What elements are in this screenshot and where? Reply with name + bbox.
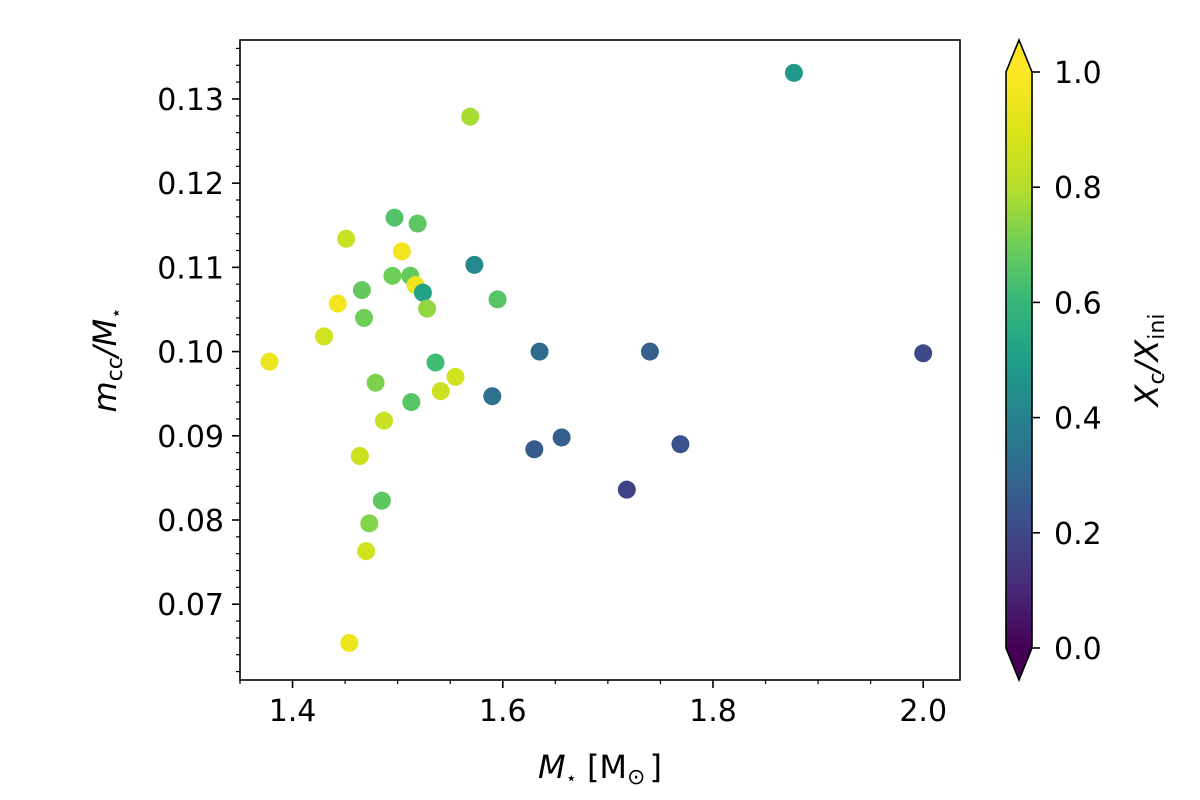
- plot-area: [239, 39, 961, 681]
- data-point: [408, 214, 427, 233]
- colorbar-tick-label: 0.0: [1054, 632, 1102, 667]
- data-point: [260, 352, 279, 371]
- data-point: [488, 290, 507, 309]
- data-point: [360, 514, 379, 533]
- data-point: [446, 367, 465, 386]
- data-point: [355, 308, 374, 327]
- data-points: [260, 63, 933, 652]
- colorbar-ticks: 0.0 0.2 0.4 0.6 0.8 1.0: [1032, 56, 1102, 667]
- colorbar-extend-top: [1006, 40, 1032, 72]
- data-point: [385, 208, 404, 227]
- colorbar-tick-label: 0.2: [1054, 517, 1102, 552]
- data-point: [431, 382, 450, 401]
- x-tick-label: 2.0: [899, 694, 947, 729]
- data-point: [375, 411, 393, 430]
- colorbar-tick-label: 1.0: [1054, 56, 1102, 91]
- y-axis-label: mcc/M⋆: [86, 307, 128, 412]
- colorbar-label: Xc/Xini: [1128, 314, 1170, 409]
- data-point: [372, 491, 391, 510]
- data-point: [357, 542, 376, 561]
- colorbar-extend-bottom: [1006, 648, 1032, 680]
- x-tick-label: 1.6: [479, 694, 527, 729]
- data-point: [340, 633, 359, 652]
- data-point: [483, 387, 502, 406]
- data-point: [315, 327, 334, 346]
- data-point: [413, 283, 432, 302]
- data-point: [552, 428, 571, 447]
- data-point: [426, 353, 445, 372]
- data-point: [465, 255, 484, 274]
- colorbar-tick-label: 0.8: [1054, 171, 1102, 206]
- data-point: [461, 107, 480, 126]
- data-point: [392, 242, 411, 261]
- y-tick-label: 0.09: [157, 420, 224, 455]
- data-point: [418, 299, 437, 318]
- y-tick-label: 0.13: [157, 83, 224, 118]
- axis-ticks: 1.4 1.6 1.8 2.0 0.07 0.08 0.09 0.10 0.11 0.12 0.13: [157, 47, 947, 729]
- data-point: [530, 342, 549, 361]
- data-point: [640, 342, 659, 361]
- y-tick-label: 0.12: [157, 167, 224, 202]
- y-tick-label: 0.11: [157, 251, 224, 286]
- colorbar-gradient: [1006, 72, 1032, 648]
- y-tick-label: 0.08: [157, 504, 224, 539]
- data-point: [671, 435, 690, 454]
- data-point: [784, 63, 803, 82]
- data-point: [328, 294, 347, 313]
- data-point: [402, 393, 421, 412]
- data-point: [914, 344, 933, 363]
- y-tick-label: 0.10: [157, 336, 224, 371]
- data-point: [352, 281, 371, 300]
- x-tick-label: 1.4: [269, 694, 317, 729]
- colorbar-tick-label: 0.6: [1054, 286, 1102, 321]
- data-point: [350, 447, 369, 465]
- data-point: [383, 266, 402, 285]
- x-axis-label: M⋆ [M⊙]: [538, 748, 662, 790]
- data-point: [617, 480, 636, 499]
- y-tick-label: 0.07: [157, 588, 224, 623]
- data-point: [337, 229, 356, 248]
- data-point: [525, 440, 544, 459]
- data-point: [366, 373, 385, 392]
- colorbar-tick-label: 0.4: [1054, 402, 1102, 437]
- colorbar: 0.0 0.2 0.4 0.6 0.8 1.0: [1005, 37, 1102, 683]
- x-tick-label: 1.8: [689, 694, 737, 729]
